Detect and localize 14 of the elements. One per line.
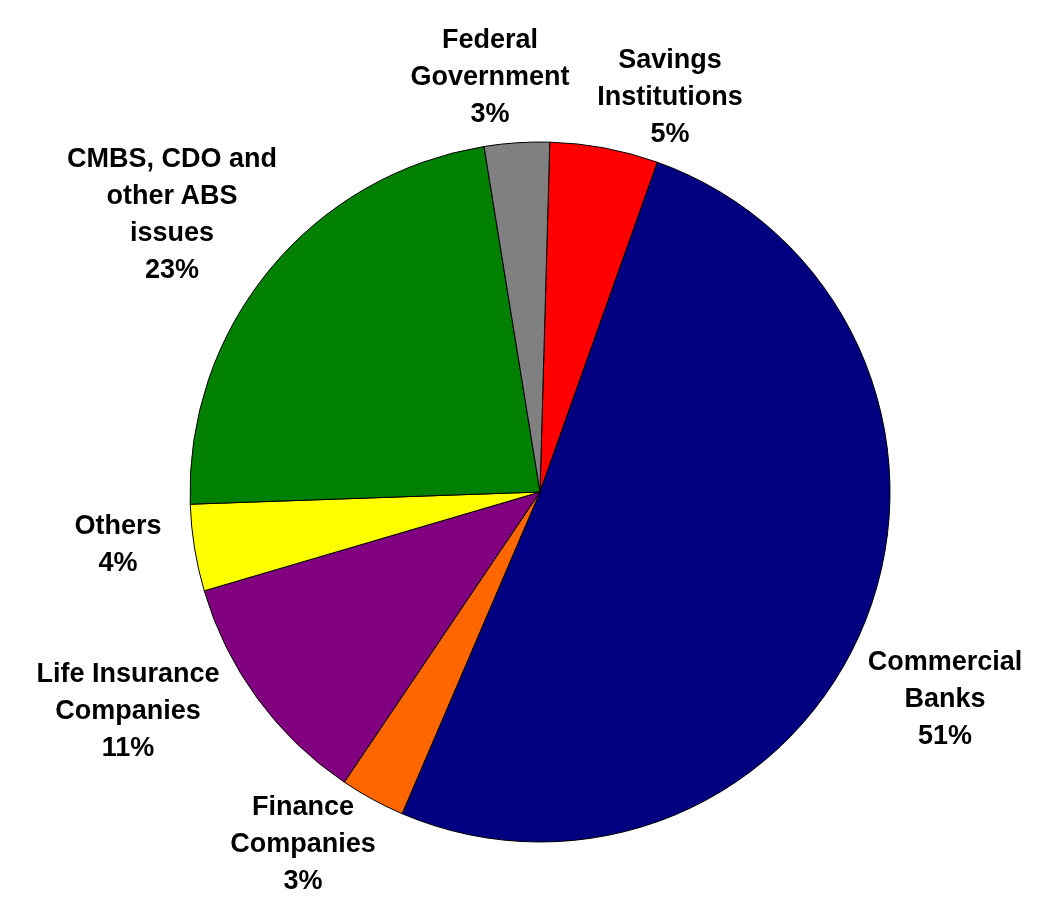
- data-label: 5%: [650, 118, 690, 149]
- data-label: 11%: [101, 732, 155, 763]
- slice-label: Federal Government: [410, 24, 570, 92]
- slice-label: Finance Companies: [230, 791, 376, 859]
- data-label: 3%: [283, 865, 323, 896]
- data-label: 51%: [917, 720, 973, 751]
- data-label: 4%: [98, 546, 138, 577]
- slice-label: Life Insurance Companies: [36, 658, 220, 726]
- slice-label: Savings Institutions: [597, 44, 743, 112]
- data-label: 3%: [470, 98, 510, 129]
- slice-label: Commercial Banks: [867, 646, 1023, 714]
- slice-label: CMBS, CDO and other ABS issues: [66, 142, 278, 247]
- slice-label: Others: [74, 509, 162, 540]
- data-label: 23%: [144, 253, 200, 284]
